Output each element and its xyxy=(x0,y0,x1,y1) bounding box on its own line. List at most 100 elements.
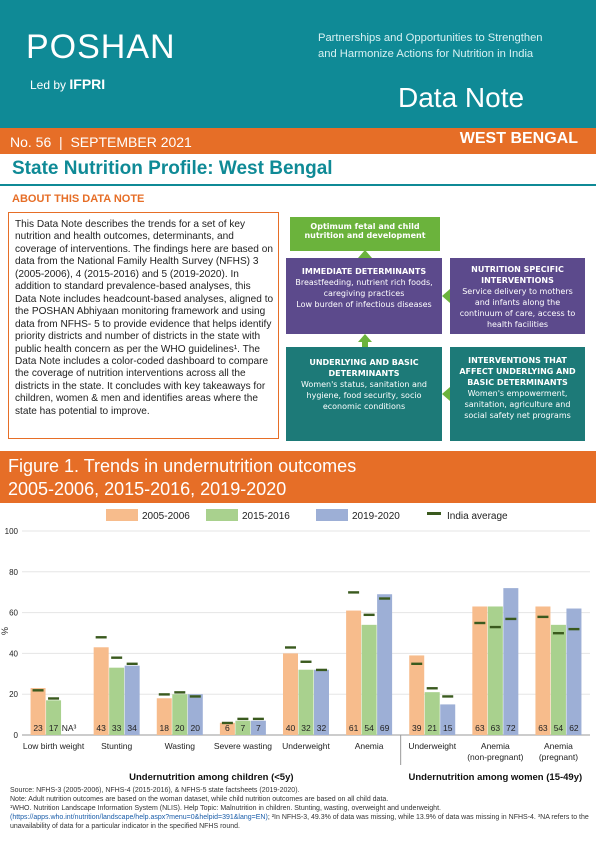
framework-specific-box: NUTRITION SPECIFIC INTERVENTIONS Service… xyxy=(450,258,585,334)
tagline-line-2: and Harmonize Actions for Nutrition in I… xyxy=(318,48,534,60)
bar xyxy=(124,665,140,735)
bar xyxy=(250,720,266,735)
india-average-marker xyxy=(300,660,312,663)
legend-label: 2005-2006 xyxy=(142,511,190,522)
bar xyxy=(219,722,235,735)
bar xyxy=(283,653,298,735)
issue-date: SEPTEMBER 2021 xyxy=(70,134,192,150)
data-label: 34 xyxy=(127,723,137,733)
data-label: 6 xyxy=(225,723,230,733)
tagline-line-1: Partnerships and Opportunities to Streng… xyxy=(318,32,543,44)
about-body: This Data Note describes the trends for … xyxy=(15,219,274,417)
x-tick-label: Stunting xyxy=(101,741,132,751)
y-tick-label: 20 xyxy=(9,690,18,699)
india-average-marker xyxy=(95,636,107,639)
about-heading: ABOUT THIS DATA NOTE xyxy=(12,193,145,205)
data-label: 17 xyxy=(49,723,59,733)
india-average-marker xyxy=(189,695,201,698)
data-label: 54 xyxy=(364,723,374,733)
header-banner: POSHAN Led by IFPRI Partnerships and Opp… xyxy=(0,0,596,128)
underlying-body: Women's status, sanitation and hygiene, … xyxy=(300,380,428,411)
footnote-more: (https://apps.who.int/nutrition/landscap… xyxy=(10,813,590,831)
data-label: 20 xyxy=(175,723,185,733)
y-tick-label: 60 xyxy=(9,609,18,618)
data-label: 15 xyxy=(443,723,453,733)
data-label: 43 xyxy=(96,723,106,733)
bar xyxy=(235,720,251,735)
led-by-prefix: Led by xyxy=(30,78,67,92)
data-label: 23 xyxy=(33,723,43,733)
india-average-marker xyxy=(568,627,580,631)
ifpri-logo: IFPRI xyxy=(69,76,106,92)
india-average-marker xyxy=(221,721,233,725)
y-tick-label: 40 xyxy=(9,649,18,658)
data-label: 40 xyxy=(286,723,296,733)
undernutrition-bar-chart: 2005-2006 2015-2016 2019-2020 India average… xyxy=(0,509,590,783)
footnote-note: Note: Adult nutrition outcomes are based… xyxy=(10,796,389,803)
framework-underlying-box: UNDERLYING AND BASIC DETERMINANTS Women'… xyxy=(286,347,442,441)
footnote: Source: NFHS-3 (2005-2006), NFHS-4 (2015… xyxy=(10,786,590,831)
bar xyxy=(377,594,393,735)
legend-label: 2019-2020 xyxy=(352,511,400,522)
data-label: 7 xyxy=(256,723,261,733)
bar xyxy=(172,694,188,735)
legend-label: India average xyxy=(447,511,508,522)
specific-body: Service delivery to mothers and infants … xyxy=(459,287,576,329)
india-average-marker xyxy=(379,597,391,600)
tagline: Partnerships and Opportunities to Streng… xyxy=(318,30,588,62)
india-average-marker xyxy=(348,591,360,594)
india-average-marker xyxy=(363,613,375,617)
legend-swatch xyxy=(106,509,138,521)
india-average-marker xyxy=(411,662,423,665)
legend-india-average-marker xyxy=(427,512,441,515)
india-average-marker xyxy=(474,621,486,625)
arrow-up-icon xyxy=(358,334,372,342)
india-average-marker xyxy=(111,656,123,659)
bar xyxy=(93,647,109,735)
issue-number: No. 56 xyxy=(10,134,52,150)
issue-separator: | xyxy=(59,134,63,150)
bar xyxy=(46,700,62,735)
x-tick-label: Underweight xyxy=(282,741,330,751)
india-average-marker xyxy=(442,695,454,698)
bar xyxy=(187,694,203,735)
bar xyxy=(314,669,329,735)
arrow-up-icon xyxy=(358,250,372,258)
x-tick-label: Anemia xyxy=(355,741,384,751)
footnote-who: ¹WHO. Nutrition Landscape Information Sy… xyxy=(10,805,441,812)
arrow-left-icon xyxy=(442,289,450,303)
india-average-marker xyxy=(505,617,517,621)
data-label: 32 xyxy=(317,723,327,733)
bar xyxy=(503,588,519,735)
sensitive-body: Women's empowerment, sanitation, agricul… xyxy=(464,389,571,420)
x-tick-label: Anemia xyxy=(481,741,510,751)
data-label: 54 xyxy=(554,723,564,733)
framework-sensitive-box: INTERVENTIONS THAT AFFECT UNDERLYING AND… xyxy=(450,347,585,441)
who-link[interactable]: (https://apps.who.int/nutrition/landscap… xyxy=(10,814,268,821)
legend-label: 2015-2016 xyxy=(242,511,290,522)
group-label: Undernutrition among children (<5y) xyxy=(129,772,293,783)
y-tick-label: 100 xyxy=(5,527,19,536)
data-label: 69 xyxy=(380,723,390,733)
immediate-body: Breastfeeding, nutrient rich foods, care… xyxy=(295,278,433,309)
data-label: 21 xyxy=(427,723,437,733)
data-label: 63 xyxy=(475,723,485,733)
underlying-title: UNDERLYING AND BASIC DETERMINANTS xyxy=(309,358,419,378)
india-average-marker xyxy=(537,615,549,619)
bar xyxy=(156,698,172,735)
x-tick-label: (non-pregnant) xyxy=(467,752,523,762)
bar xyxy=(440,704,456,735)
data-label: 33 xyxy=(112,723,122,733)
figure-title-line-1: Figure 1. Trends in undernutrition outco… xyxy=(8,456,357,476)
page-title: State Nutrition Profile: West Bengal xyxy=(12,158,333,179)
title-divider xyxy=(0,184,596,186)
y-axis-label: % xyxy=(0,627,10,635)
india-average-marker xyxy=(489,625,501,629)
bar xyxy=(346,610,362,735)
data-label: NA³ xyxy=(62,723,77,733)
india-average-marker xyxy=(285,646,296,649)
poshan-logo: POSHAN xyxy=(26,28,176,66)
arrow-left-icon xyxy=(442,387,450,401)
india-average-marker xyxy=(252,717,264,721)
bar xyxy=(109,667,125,735)
